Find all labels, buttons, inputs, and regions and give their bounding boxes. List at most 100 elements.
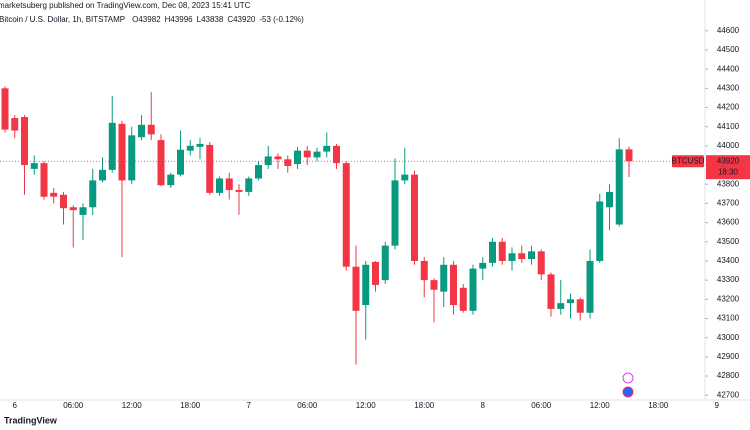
y-tick-label: 43200 — [717, 294, 740, 303]
y-tick-label: 44100 — [717, 122, 740, 131]
candle-body — [177, 149, 184, 175]
y-tick-label: 44400 — [717, 64, 740, 73]
candle-body — [235, 189, 243, 192]
ohlc-value: C43920 — [227, 15, 256, 24]
candle-body — [362, 264, 370, 306]
y-tick-label: 42700 — [717, 390, 740, 399]
candle-body — [547, 274, 555, 309]
x-tick-label: 18:00 — [180, 401, 201, 410]
event-icon[interactable] — [622, 372, 634, 384]
x-tick-label: 12:00 — [356, 401, 377, 410]
countdown: 18:30 — [718, 167, 739, 176]
y-tick-label: 42900 — [717, 352, 740, 361]
x-tick-label: 12:00 — [122, 401, 143, 410]
candle-body — [118, 123, 126, 181]
candle-body — [518, 253, 526, 260]
x-tick-label: 12:00 — [590, 401, 611, 410]
symbol-label: BTCUSD — [672, 156, 705, 165]
candle-body — [528, 251, 535, 260]
candle-body — [401, 174, 409, 181]
candle-body — [108, 122, 116, 170]
x-tick-label: 7 — [247, 401, 252, 410]
x-tick-label: 06:00 — [531, 401, 552, 410]
price-badge — [706, 155, 750, 180]
candle-body — [138, 124, 145, 138]
ohlc-value: O43982 — [132, 15, 161, 24]
ohlc-legend: O43982 H43996 L43838 C43920 -53 (-0.12%) — [132, 15, 304, 24]
candle-body — [459, 287, 467, 311]
candle-body — [157, 140, 165, 186]
candle-body — [284, 159, 292, 167]
x-tick-label: 8 — [481, 401, 486, 410]
candle-body — [440, 264, 448, 292]
candle-body — [264, 156, 272, 166]
x-tick-label: 9 — [715, 401, 720, 410]
candle-body — [469, 268, 477, 311]
ohlc-value: H43996 — [165, 15, 194, 24]
candle-body — [391, 180, 399, 246]
candle-body — [99, 169, 106, 181]
ohlc-value: L43838 — [197, 15, 224, 24]
candle-body — [128, 135, 136, 181]
chart-title: Bitcoin / U.S. Dollar, 1h, BITSTAMP — [0, 15, 125, 24]
y-tick-label: 43800 — [717, 179, 740, 188]
candle-body — [606, 191, 613, 208]
candle-body — [567, 299, 574, 304]
attribution: marketsuberg published on TradingView.co… — [0, 1, 251, 10]
candle-body — [372, 261, 379, 285]
last-price-label: 43920 — [717, 156, 740, 165]
ohlc-value: -53 (-0.12%) — [259, 15, 304, 24]
candle-body — [489, 241, 496, 263]
candle-body — [381, 245, 389, 281]
candle-body — [479, 262, 487, 269]
candle-body — [206, 144, 214, 193]
y-tick-label: 44000 — [717, 141, 740, 150]
candle-body — [537, 251, 545, 275]
candle-body — [420, 260, 428, 281]
y-tick-label: 44300 — [717, 83, 740, 92]
candle-body — [225, 178, 233, 190]
candle-body — [21, 117, 28, 166]
candle-body — [576, 299, 584, 313]
candle-body — [333, 145, 340, 164]
y-tick-label: 42800 — [717, 371, 740, 380]
y-tick-label: 43500 — [717, 237, 740, 246]
candle-body — [615, 149, 623, 225]
x-tick-label: 6 — [13, 401, 18, 410]
y-tick-label: 43700 — [717, 199, 740, 208]
candle-body — [596, 201, 604, 261]
x-tick-label: 18:00 — [648, 401, 669, 410]
candle-body — [430, 280, 438, 290]
y-tick-label: 44600 — [717, 26, 740, 35]
y-tick-label: 44500 — [717, 45, 740, 54]
candle-body — [147, 124, 155, 135]
y-tick-label: 43300 — [717, 275, 740, 284]
candle-body — [313, 151, 321, 158]
candle-body — [30, 163, 38, 169]
y-tick-label: 43400 — [717, 256, 740, 265]
candle-body — [167, 174, 175, 186]
y-tick-label: 43000 — [717, 333, 740, 342]
event-icon[interactable] — [622, 386, 634, 398]
candle-body — [303, 150, 311, 158]
x-tick-label: 06:00 — [63, 401, 84, 410]
y-tick-label: 43100 — [717, 314, 740, 323]
candle-body — [1, 88, 9, 130]
candle-body — [508, 253, 516, 261]
candle-body — [69, 207, 77, 211]
candle-body — [411, 174, 418, 261]
candle-body — [255, 165, 262, 179]
candle-body — [216, 178, 223, 193]
candle-body — [50, 192, 58, 197]
candle-body — [40, 163, 48, 197]
candle-body — [450, 264, 457, 306]
logo: TradingView — [4, 415, 58, 425]
candle-body — [557, 303, 565, 309]
candle-body — [79, 207, 87, 215]
candle-body — [323, 145, 331, 152]
candle-body — [625, 149, 633, 162]
candle-body — [245, 178, 253, 192]
